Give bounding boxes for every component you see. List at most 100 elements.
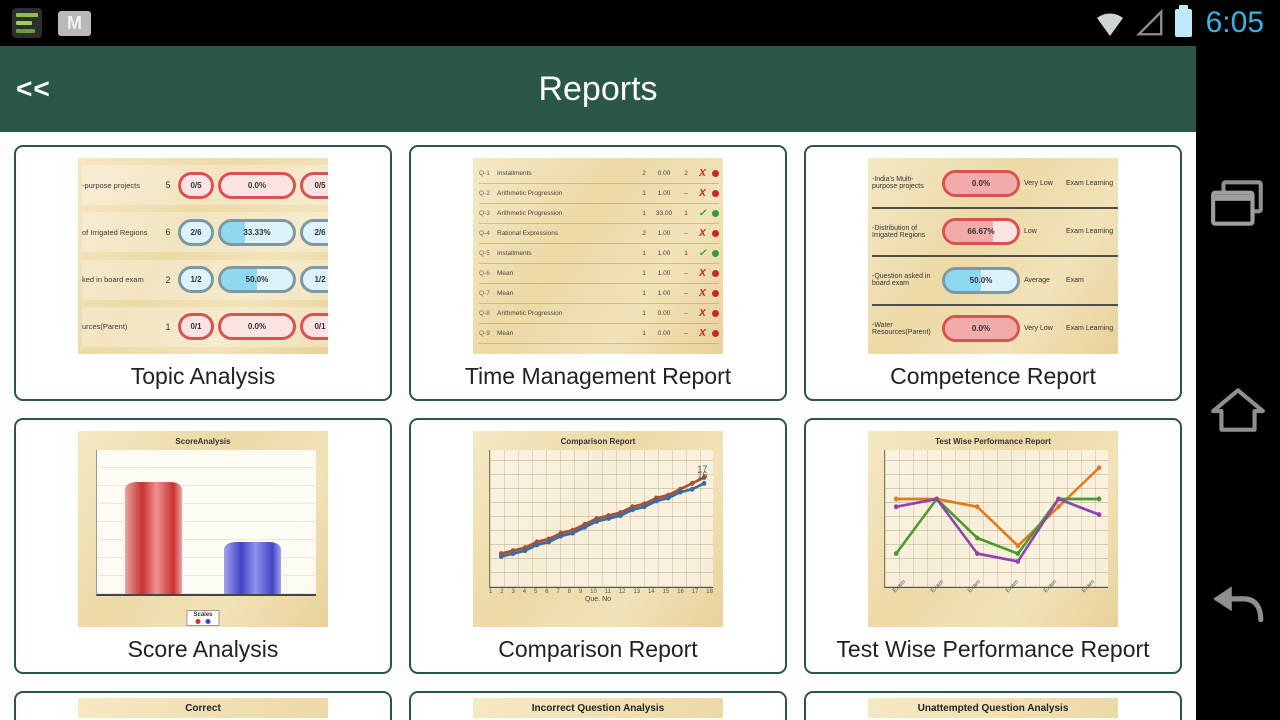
- result-mark: X: [699, 188, 706, 199]
- recents-icon[interactable]: [1209, 178, 1267, 228]
- time-row: Q-3 Arithmetic Progression 1 33.00 1 ✓: [479, 204, 719, 224]
- question-score: --: [683, 230, 689, 237]
- competence-level: Very Low: [1024, 179, 1053, 187]
- topic-analysis-thumb: -purpose projects 5 0/5 0.0% 0/5 of Irri…: [78, 158, 328, 354]
- topic-analysis-rows: -purpose projects 5 0/5 0.0% 0/5 of Irri…: [78, 158, 328, 354]
- question-number: Q-3: [479, 210, 490, 217]
- question-number: Q-8: [479, 310, 490, 317]
- x-tick: 6: [545, 589, 549, 595]
- topic-percent-pill: 0.0%: [218, 171, 296, 199]
- comparison-x-ticks: 1 2 3 4 5 6 7 8 9 10 11 12 13 14 15 16 17 18: [489, 589, 713, 595]
- result-dot: [712, 210, 719, 217]
- chart-title: ScoreAnalysis: [175, 437, 231, 446]
- report-card-score-analysis[interactable]: ScoreAnalysis Scales Score Analysis: [14, 418, 392, 674]
- question-time: 33.00: [655, 210, 673, 217]
- home-icon[interactable]: [1209, 384, 1267, 434]
- time-management-thumb: Q-1 Installments 2 0.00 2 X Q-2 Arithmet…: [473, 158, 723, 354]
- x-tick: 5: [533, 589, 538, 595]
- topic-score-pill-2: 1/2: [300, 266, 328, 294]
- competence-level: Low: [1024, 228, 1037, 236]
- x-tick: 12: [618, 589, 626, 595]
- report-card-title: Test Wise Performance Report: [836, 636, 1150, 662]
- x-tick: 18: [706, 589, 713, 595]
- question-count: 1: [642, 270, 646, 277]
- report-card-unattempted-question-analysis[interactable]: Unattempted Question Analysis: [804, 691, 1182, 720]
- result-dot: [712, 190, 719, 197]
- topic-row-count: 6: [165, 227, 171, 238]
- topic-score-pill: 0/5: [178, 171, 214, 199]
- question-time: 0.00: [657, 310, 671, 317]
- topic-row: urces(Parent) 1 0/1 0.0% 0/1: [82, 306, 328, 347]
- legend-swatch-blue: [205, 618, 211, 624]
- report-card-comparison[interactable]: Comparison Report 17 16 1 2 3 4 5 6 7 8 9 10 11 12 13…: [409, 418, 787, 674]
- x-tick: 9: [578, 589, 583, 595]
- topic-score-pill-2: 0/1: [300, 313, 328, 341]
- chart-title: Test Wise Performance Report: [935, 437, 1051, 446]
- time-row: Q-4 Rational Expressions 2 1.00 -- X: [479, 224, 719, 244]
- question-score: 1: [684, 210, 688, 217]
- report-card-title: Time Management Report: [464, 363, 732, 389]
- question-time: 1.00: [657, 270, 671, 277]
- chart-title: Comparison Report: [560, 437, 636, 446]
- result-mark: ✓: [698, 248, 707, 259]
- competence-row: -India's Multi-purpose projects 0.0% Ver…: [872, 160, 1118, 209]
- result-dot: [712, 270, 719, 277]
- x-tick: 11: [604, 589, 611, 595]
- app-header: << Reports: [0, 46, 1196, 132]
- question-time: 1.00: [657, 290, 671, 297]
- time-row: Q-8 Arithmetic Progression 1 0.00 -- X: [479, 304, 719, 324]
- competence-topic-label: -India's Multi-purpose projects: [872, 176, 924, 191]
- topic-percent-pill: 0.0%: [218, 313, 296, 341]
- topic-score-pill-2: 0/5: [300, 171, 328, 199]
- report-card-correct[interactable]: Correct: [14, 691, 392, 720]
- competence-percent-pill: 50.0%: [942, 266, 1020, 294]
- time-management-rows: Q-1 Installments 2 0.00 2 X Q-2 Arithmet…: [473, 158, 723, 344]
- topic-percent-pill: 33.33%: [218, 218, 296, 246]
- question-number: Q-4: [479, 230, 490, 237]
- time-row: Q-9 Mean 1 0.00 -- X: [479, 324, 719, 344]
- status-bar: M 6:05: [0, 0, 1280, 46]
- question-number: Q-6: [479, 270, 490, 277]
- question-score: 2: [684, 170, 688, 177]
- competence-category: Exam Learning: [1066, 228, 1114, 236]
- report-card-competence[interactable]: -India's Multi-purpose projects 0.0% Ver…: [804, 145, 1182, 401]
- report-card-incorrect-question-analysis[interactable]: Incorrect Question Analysis: [409, 691, 787, 720]
- result-mark: ✓: [698, 208, 707, 219]
- comparison-plot: 17 16: [489, 450, 713, 588]
- competence-category: Exam Learning: [1066, 325, 1114, 333]
- question-topic: Arithmetic Progression: [497, 190, 563, 197]
- x-tick: 13: [633, 589, 641, 595]
- android-nav-bar: [1196, 46, 1280, 720]
- question-time: 0.00: [657, 170, 671, 177]
- back-nav-icon[interactable]: [1209, 578, 1267, 628]
- score-bar-red: [125, 481, 183, 594]
- report-card-time-management[interactable]: Q-1 Installments 2 0.00 2 X Q-2 Arithmet…: [409, 145, 787, 401]
- competence-thumb: -India's Multi-purpose projects 0.0% Ver…: [868, 158, 1118, 354]
- x-tick: 3: [511, 589, 515, 595]
- test-wise-line-chart: [893, 465, 1102, 564]
- test-wise-x-ticks: Exam Exam Exam Exam Exam Exam: [892, 579, 1096, 606]
- x-tick: 1: [489, 589, 493, 595]
- x-tick: 17: [691, 589, 699, 595]
- question-number: Q-7: [479, 290, 490, 297]
- svg-text:16: 16: [697, 470, 707, 482]
- question-topic: Installments: [497, 170, 532, 177]
- svg-text:17: 17: [697, 464, 707, 476]
- report-card-test-wise[interactable]: Test Wise Performance Report Exam Exam Exa…: [804, 418, 1182, 674]
- question-number: Q-1: [479, 170, 490, 177]
- result-dot: [712, 230, 719, 237]
- competence-percent-pill: 0.0%: [942, 315, 1020, 343]
- score-bar-blue: [224, 542, 281, 594]
- test-wise-thumb: Test Wise Performance Report Exam Exam Exa…: [868, 431, 1118, 627]
- reports-grid: -purpose projects 5 0/5 0.0% 0/5 of Irri…: [0, 132, 1196, 720]
- x-tick: 2: [500, 589, 504, 595]
- result-dot: [712, 290, 719, 297]
- back-button[interactable]: <<: [16, 73, 51, 104]
- report-card-title: Competence Report: [890, 363, 1096, 389]
- question-score: 1: [684, 250, 688, 257]
- topic-row-count: 1: [165, 321, 171, 332]
- question-topic: Rational Expressions: [497, 230, 559, 237]
- report-card-topic-analysis[interactable]: -purpose projects 5 0/5 0.0% 0/5 of Irri…: [14, 145, 392, 401]
- question-count: 1: [642, 210, 646, 217]
- topic-row-label: ked in board exam: [82, 275, 144, 285]
